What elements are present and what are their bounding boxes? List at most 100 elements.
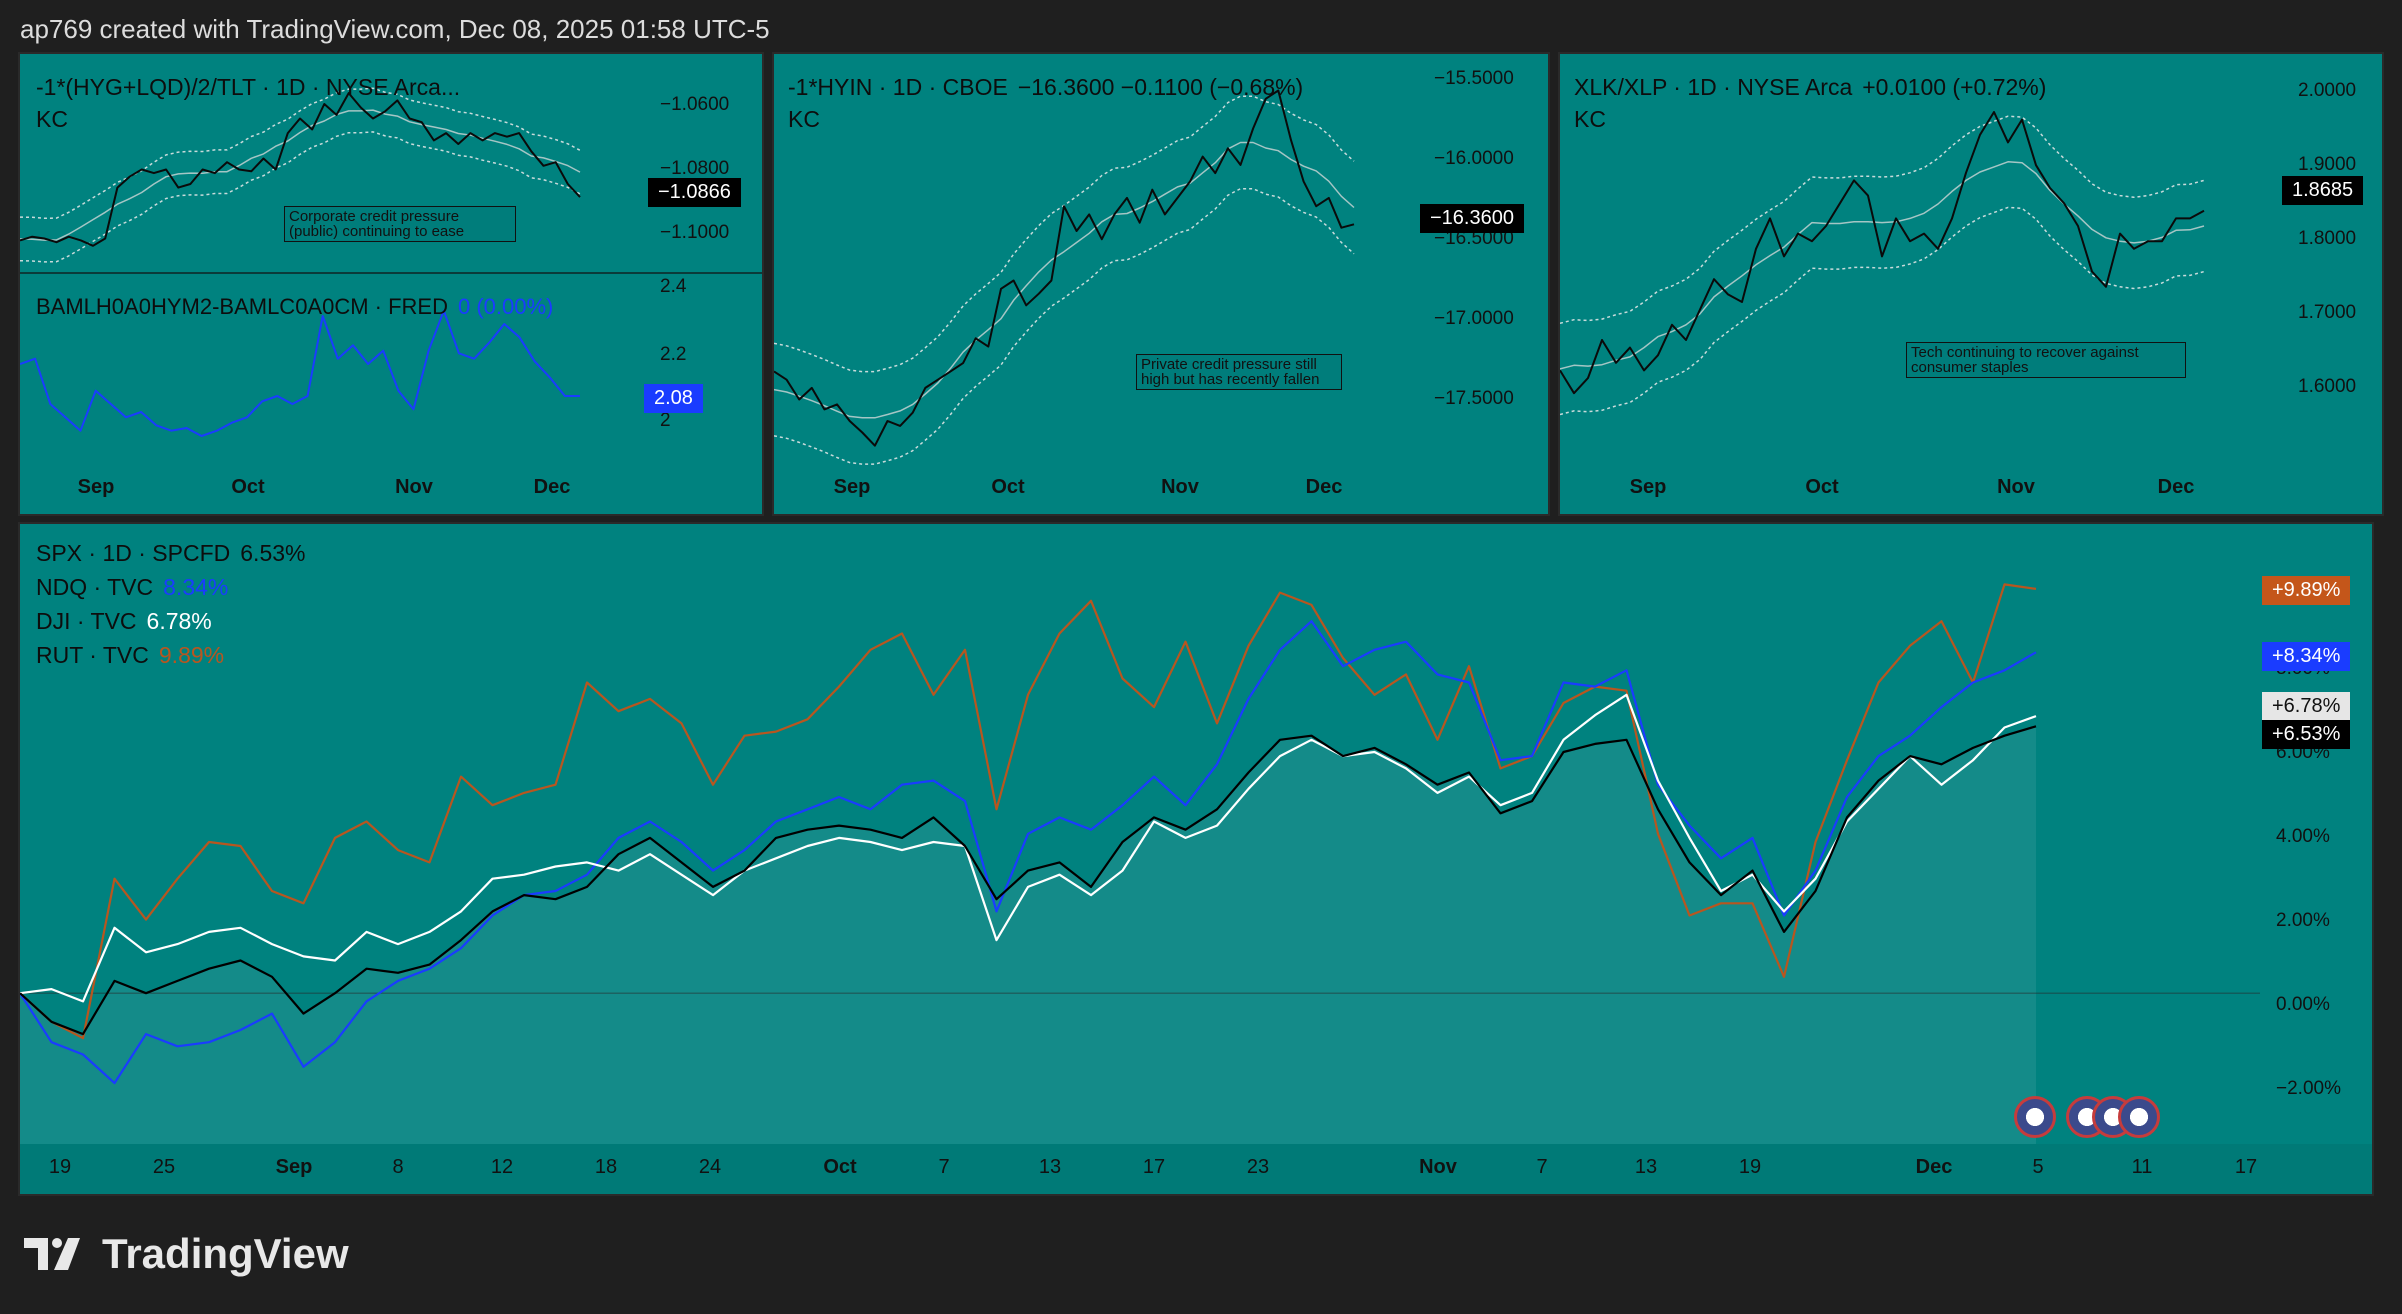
- main-xtick: Oct: [823, 1156, 857, 1178]
- panel1-sub-price-label: 2.08: [644, 384, 703, 413]
- legend-dji[interactable]: DJI · TVC 6.78%: [36, 608, 212, 635]
- panel1-xtick: Oct: [231, 476, 265, 498]
- us-flag-event-icon[interactable]: [2014, 1096, 2056, 1138]
- panel2-ytick: −16.5000: [1434, 228, 1514, 249]
- main-xtick: 7: [1536, 1156, 1548, 1178]
- main-xtick: 7: [938, 1156, 950, 1178]
- panel-tech-vs-staples[interactable]: XLK/XLP · 1D · NYSE Arca +0.0100 (+0.72%)…: [1558, 52, 2384, 516]
- price-label-spx: +6.53%: [2262, 720, 2351, 749]
- panel1-sub-ytick: 2.4: [660, 276, 687, 297]
- xlk-xlp-keltner-mid: [1560, 161, 2205, 370]
- panel3-indicator: KC: [1574, 106, 1606, 132]
- tradingview-logo[interactable]: TradingView: [24, 1230, 349, 1278]
- panel1-ytick: −1.1000: [660, 222, 730, 243]
- panel2-xtick: Oct: [991, 476, 1025, 498]
- panel3-ytick: 1.9000: [2298, 154, 2357, 175]
- credit-ratio-price-line: [20, 92, 581, 247]
- panel2-indicator: KC: [788, 106, 820, 132]
- hyin-chart: [774, 89, 1355, 465]
- panel3-ytick: 1.7000: [2298, 302, 2357, 323]
- panel2-xtick: Nov: [1161, 476, 1199, 498]
- legend-ndq-value: 8.34%: [163, 574, 229, 600]
- panel3-series: XLK/XLP · 1D · NYSE Arca: [1574, 74, 1853, 100]
- panel1-sub-title: BAMLH0A0HYM2-BAMLC0A0CM · FRED 0 (0.00%): [36, 294, 553, 320]
- panel3-annotation: Tech continuing to recover against consu…: [1906, 342, 2186, 378]
- panel2-xtick: Sep: [833, 476, 871, 498]
- panel1-annotation: Corporate credit pressure (public) conti…: [284, 206, 516, 242]
- rut-line: [20, 583, 2037, 1040]
- panel1-price-label: −1.0866: [648, 178, 741, 207]
- legend-dji-name: DJI · TVC: [36, 608, 137, 634]
- index-comparison-chart: [20, 583, 2372, 1194]
- panel1-ytick: −1.0800: [660, 158, 730, 179]
- panel2-title: -1*HYIN · 1D · CBOE −16.3600 −0.1100 (−0.…: [788, 74, 1303, 101]
- main-xtick: 8: [392, 1156, 404, 1178]
- panel2-ytick: −16.0000: [1434, 148, 1514, 169]
- panel1-sub-ytick: 2.2: [660, 344, 687, 365]
- main-ytick: 2.00%: [2276, 910, 2330, 931]
- panel-credit-spread[interactable]: -1*(HYG+LQD)/2/TLT · 1D · NYSE Arca... K…: [18, 52, 764, 516]
- main-ytick: −2.00%: [2276, 1078, 2341, 1099]
- credit-ratio-chart: [20, 87, 581, 437]
- legend-rut-name: RUT · TVC: [36, 642, 149, 668]
- price-label-dji: +6.78%: [2262, 692, 2351, 721]
- panel1-xtick: Sep: [77, 476, 115, 498]
- panel2-ytick: −17.0000: [1434, 308, 1514, 329]
- us-flag-event-icon[interactable]: [2118, 1096, 2160, 1138]
- credit-ratio-keltner-lower: [20, 131, 581, 263]
- main-xtick: 11: [2131, 1156, 2153, 1178]
- tradingview-logo-text: TradingView: [102, 1230, 349, 1277]
- main-xtick: 17: [2234, 1156, 2258, 1178]
- xlk-xlp-keltner-upper: [1560, 115, 2205, 325]
- main-xtick: 17: [1142, 1156, 1166, 1178]
- panel2-ytick: −17.5000: [1434, 388, 1514, 409]
- main-xtick: 24: [698, 1156, 722, 1178]
- legend-spx-name: SPX · 1D · SPCFD: [36, 540, 231, 566]
- panel-private-credit[interactable]: -1*HYIN · 1D · CBOE −16.3600 −0.1100 (−0.…: [772, 52, 1550, 516]
- main-xtick: 13: [1038, 1156, 1062, 1178]
- main-xtick: Nov: [1419, 1156, 1457, 1178]
- ndq-line: [20, 620, 2037, 1085]
- main-xtick: Sep: [275, 1156, 313, 1178]
- panel1-xtick: Dec: [533, 476, 571, 498]
- panel3-ytick: 1.6000: [2298, 376, 2357, 397]
- panel3-xtick: Dec: [2157, 476, 2195, 498]
- price-label-rut: +9.89%: [2262, 576, 2351, 605]
- panel2-values: −16.3600 −0.1100 (−0.68%): [1017, 74, 1304, 100]
- spread-line: [20, 309, 580, 437]
- panel-index-comparison[interactable]: SPX · 1D · SPCFD 6.53% NDQ · TVC 8.34% DJI…: [18, 522, 2374, 1196]
- panel1-sub-series: BAMLH0A0HYM2-BAMLC0A0CM · FRED: [36, 294, 448, 319]
- main-xtick: 18: [594, 1156, 618, 1178]
- legend-dji-value: 6.78%: [146, 608, 212, 634]
- main-ytick: 0.00%: [2276, 994, 2330, 1015]
- main-xtick: 12: [490, 1156, 514, 1178]
- panel3-xtick: Nov: [1997, 476, 2035, 498]
- panel3-xtick: Sep: [1629, 476, 1667, 498]
- pane-divider[interactable]: [20, 272, 762, 274]
- panel1-sub-ytick: 2: [660, 410, 671, 431]
- panel2-price-label: −16.3600: [1420, 204, 1524, 233]
- legend-rut-value: 9.89%: [158, 642, 225, 668]
- xlk-xlp-keltner-lower: [1560, 206, 2205, 416]
- legend-ndq[interactable]: NDQ · TVC 8.34%: [36, 574, 228, 601]
- credit-ratio-keltner-upper: [20, 87, 581, 220]
- panel1-xtick: Nov: [395, 476, 433, 498]
- hyin-keltner-mid: [774, 141, 1355, 419]
- legend-spx-value: 6.53%: [240, 540, 306, 566]
- legend-spx[interactable]: SPX · 1D · SPCFD 6.53%: [36, 540, 305, 567]
- panel1-title: -1*(HYG+LQD)/2/TLT · 1D · NYSE Arca...: [36, 74, 461, 100]
- main-ytick: 4.00%: [2276, 826, 2330, 847]
- panel3-title: XLK/XLP · 1D · NYSE Arca +0.0100 (+0.72%): [1574, 74, 2046, 101]
- panel3-ytick: 1.8000: [2298, 228, 2357, 249]
- panel2-xtick: Dec: [1305, 476, 1343, 498]
- panel3-values: +0.0100 (+0.72%): [1862, 74, 2047, 100]
- header-text: ap769 created with TradingView.com, Dec …: [20, 14, 770, 44]
- legend-rut[interactable]: RUT · TVC 9.89%: [36, 642, 224, 669]
- hyin-keltner-upper: [774, 95, 1355, 373]
- legend-ndq-name: NDQ · TVC: [36, 574, 154, 600]
- panel3-price-label: 1.8685: [2282, 176, 2364, 205]
- panel2-series: -1*HYIN · 1D · CBOE: [788, 74, 1008, 100]
- main-xtick: 5: [2032, 1156, 2044, 1178]
- hyin-price-line: [774, 89, 1355, 447]
- panel3-ytick: 2.0000: [2298, 80, 2357, 101]
